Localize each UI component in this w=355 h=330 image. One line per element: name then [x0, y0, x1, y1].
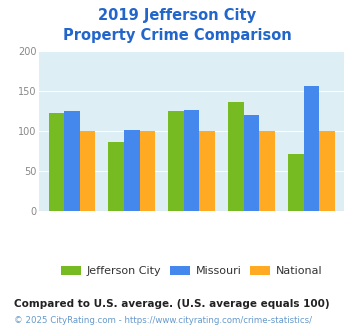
Bar	[80, 131, 95, 211]
Text: Property Crime Comparison: Property Crime Comparison	[63, 28, 292, 43]
Text: 2019 Jefferson City: 2019 Jefferson City	[98, 8, 257, 23]
Bar	[260, 131, 275, 211]
Bar	[200, 131, 215, 211]
Bar	[64, 111, 80, 211]
Bar	[319, 131, 335, 211]
Bar	[228, 102, 244, 211]
Bar	[288, 153, 304, 211]
Text: © 2025 CityRating.com - https://www.cityrating.com/crime-statistics/: © 2025 CityRating.com - https://www.city…	[14, 316, 312, 325]
Bar	[184, 110, 200, 211]
Bar	[49, 113, 64, 211]
Text: Compared to U.S. average. (U.S. average equals 100): Compared to U.S. average. (U.S. average …	[14, 299, 330, 309]
Bar	[168, 111, 184, 211]
Bar	[140, 131, 155, 211]
Bar	[109, 142, 124, 211]
Bar	[304, 86, 319, 211]
Bar	[244, 115, 260, 211]
Legend: Jefferson City, Missouri, National: Jefferson City, Missouri, National	[56, 262, 327, 281]
Bar	[124, 130, 140, 211]
